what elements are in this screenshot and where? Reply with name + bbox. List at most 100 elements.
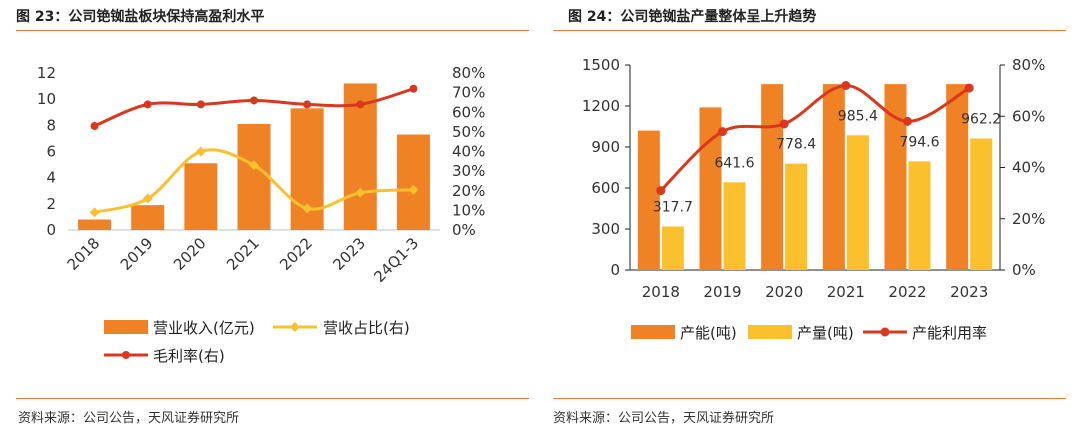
output-data-label: 317.7 xyxy=(653,200,693,216)
point-revenue-share xyxy=(249,160,259,171)
legend-swatch-capacity xyxy=(631,325,675,339)
right-source-note: 资料来源：公司公告，天风证券研究所 xyxy=(553,411,775,426)
right-chart: 0 300 600 900 1200 1500 0% 20% 40% 60% 80% 2018 2019… xyxy=(582,56,1046,342)
left-axis-tick-label: 0 xyxy=(46,221,56,239)
legend-label-share: 营收占比(右) xyxy=(323,319,410,337)
right-axis-tick-label: 0% xyxy=(1012,261,1036,279)
left-axis-tick-label: 600 xyxy=(591,179,620,197)
bar-revenue xyxy=(78,219,112,230)
left-axis-tick-label: 12 xyxy=(37,64,56,82)
left-source-note: 资料来源：公司公告，天风证券研究所 xyxy=(18,411,240,426)
output-data-label: 641.6 xyxy=(714,155,754,171)
x-tick-label: 2023 xyxy=(950,283,988,301)
legend-label-revenue: 营业收入(亿元) xyxy=(153,319,255,337)
bar-capacity xyxy=(822,84,845,270)
point-gross-margin xyxy=(90,121,99,130)
bar-output xyxy=(661,226,684,270)
left-title-rule xyxy=(16,30,529,31)
point-gross-margin xyxy=(196,100,205,109)
legend-marker-share xyxy=(290,322,300,332)
left-axis-tick-label: 300 xyxy=(591,220,620,238)
x-tick-label: 2019 xyxy=(703,283,741,301)
left-source-rule xyxy=(16,398,529,399)
point-revenue-share xyxy=(408,184,419,195)
right-axis-tick-label: 40% xyxy=(1012,159,1045,177)
right-source-rule xyxy=(553,398,1066,399)
bar-output xyxy=(723,182,746,270)
right-axis-tick-label: 80% xyxy=(1012,56,1045,74)
right-axis-tick-label: 60% xyxy=(1012,107,1045,125)
right-axis-tick-label: 80% xyxy=(452,64,485,82)
left-axis-tick-label: 0 xyxy=(610,261,620,279)
legend-swatch-output xyxy=(748,325,792,339)
left-axis-tick-label: 900 xyxy=(591,138,620,156)
right-axis-tick-label: 50% xyxy=(452,123,485,141)
bar-revenue xyxy=(131,205,165,230)
left-axis-tick-label: 1200 xyxy=(582,97,620,115)
x-tick-label: 2020 xyxy=(765,283,803,301)
point-gross-margin xyxy=(143,100,152,109)
x-tick-label: 2021 xyxy=(827,283,865,301)
legend-label-capacity: 产能(吨) xyxy=(680,324,737,342)
point-utilization xyxy=(718,127,727,137)
point-revenue-share xyxy=(89,207,100,218)
left-axis-tick-label: 2 xyxy=(46,195,56,213)
bar-revenue xyxy=(237,124,271,230)
bar-output xyxy=(785,163,808,270)
legend-label-margin: 毛利率(右) xyxy=(153,347,225,365)
bar-output xyxy=(908,161,931,270)
right-axis-tick-label: 20% xyxy=(452,182,485,200)
point-revenue-share xyxy=(302,203,313,214)
point-revenue-share xyxy=(355,187,366,198)
legend-marker-margin xyxy=(122,351,130,359)
point-utilization xyxy=(656,186,666,196)
left-axis-tick-label: 8 xyxy=(46,116,56,134)
right-axis-tick-label: 30% xyxy=(452,162,485,180)
right-figure-title: 图 24：公司铯铷盐产量整体呈上升趋势 xyxy=(568,9,817,25)
left-figure-title: 图 23：公司铯铷盐板块保持高盈利水平 xyxy=(16,9,265,25)
point-gross-margin xyxy=(303,100,312,109)
bar-output xyxy=(970,138,993,270)
point-utilization xyxy=(779,119,789,129)
bar-capacity xyxy=(699,107,722,270)
right-axis-tick-label: 40% xyxy=(452,143,485,161)
left-axis-tick-label: 10 xyxy=(37,90,56,108)
bar-capacity xyxy=(637,130,660,270)
left-axis-tick-label: 4 xyxy=(46,169,56,187)
point-gross-margin xyxy=(356,100,365,109)
legend-label-utilization: 产能利用率 xyxy=(912,324,987,342)
bar-capacity xyxy=(946,84,969,270)
output-data-label: 962.2 xyxy=(961,111,1001,127)
bar-output xyxy=(846,135,869,270)
right-axis-tick-label: 0% xyxy=(452,221,476,239)
legend-label-output: 产量(吨) xyxy=(797,324,854,342)
output-data-label: 778.4 xyxy=(776,137,816,153)
right-legend: 产能(吨) 产量(吨) 产能利用率 xyxy=(631,324,987,342)
legend-marker-utilization xyxy=(880,327,890,337)
point-revenue-share xyxy=(195,146,206,157)
x-tick-label: 2018 xyxy=(642,283,680,301)
right-title-rule xyxy=(553,30,1066,31)
point-utilization xyxy=(841,81,851,90)
point-utilization xyxy=(903,116,912,126)
bar-revenue xyxy=(184,163,218,230)
legend-swatch-revenue xyxy=(104,320,148,334)
bar-revenue xyxy=(396,134,430,230)
point-gross-margin xyxy=(250,96,258,105)
point-utilization xyxy=(964,83,974,93)
left-axis-tick-label: 6 xyxy=(46,143,56,161)
left-axis-tick-label: 1500 xyxy=(582,56,620,74)
point-gross-margin xyxy=(409,84,418,93)
right-axis-tick-label: 70% xyxy=(452,84,485,102)
right-axis-tick-label: 20% xyxy=(1012,210,1045,228)
right-axis-tick-label: 10% xyxy=(452,201,485,219)
bar-capacity xyxy=(761,84,784,270)
x-tick-label: 2022 xyxy=(888,283,926,301)
left-legend: 营业收入(亿元) 营收占比(右) 毛利率(右) xyxy=(104,319,410,365)
right-axis-tick-label: 60% xyxy=(452,103,485,121)
output-data-label: 985.4 xyxy=(838,108,878,124)
output-data-label: 794.6 xyxy=(899,134,939,150)
bar-capacity xyxy=(884,84,907,270)
point-revenue-share xyxy=(142,193,153,204)
